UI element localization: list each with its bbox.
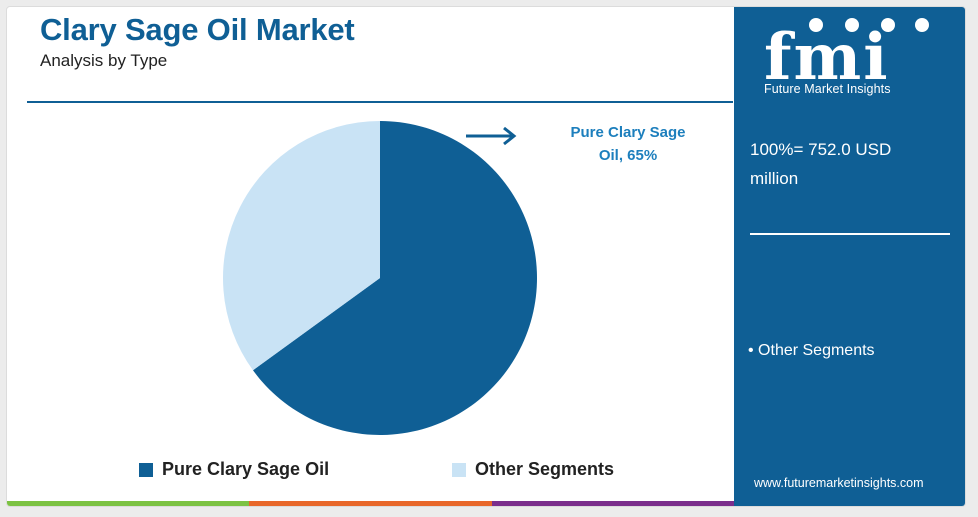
legend-label: Pure Clary Sage Oil (162, 459, 330, 479)
arrow-right-icon (466, 126, 517, 146)
fmi-logo: fmi (764, 18, 929, 83)
chart-title: Clary Sage Oil Market (40, 12, 355, 47)
total-market-value: 100%= 752.0 USD million (750, 135, 950, 193)
side-panel: fmi Future Market Insights 100%= 752.0 U… (734, 7, 965, 506)
panel-segment-bullet: • Other Segments (748, 342, 875, 359)
chart-subtitle: Analysis by Type (40, 51, 168, 70)
website-url[interactable]: www.futuremarketinsights.com (754, 476, 924, 490)
panel-divider (750, 233, 950, 235)
total-line1: 100%= 752.0 USD (750, 140, 892, 159)
legend-item-other-segments: Other Segments (452, 459, 614, 480)
bar-segment-orange (249, 501, 492, 506)
logo-subtitle: Future Market Insights (764, 82, 891, 96)
pie-slice-pure-clary-sage-oil (252, 121, 537, 436)
legend-swatch (452, 462, 466, 477)
logo-text: fmi (764, 20, 890, 83)
chart-card: Clary Sage Oil Market Analysis by Type P… (6, 6, 966, 507)
callout-label-line2: Oil, 65% (598, 147, 658, 164)
legend-swatch (139, 462, 153, 477)
pie-slice-other-segments (222, 121, 380, 371)
legend-item-pure-clary-sage-oil: Pure Clary Sage Oil (139, 459, 329, 480)
legend-label: Other Segments (475, 459, 615, 479)
title-divider (27, 101, 733, 103)
callout-label: Pure Clary Sage Oil, 65% (553, 121, 703, 167)
pie-chart (222, 121, 537, 436)
bar-segment-purple (491, 501, 734, 506)
bottom-color-bar (7, 501, 734, 506)
bar-segment-green (7, 501, 250, 506)
total-line2: million (750, 169, 799, 188)
callout-label-line1: Pure Clary Sage (570, 124, 686, 141)
